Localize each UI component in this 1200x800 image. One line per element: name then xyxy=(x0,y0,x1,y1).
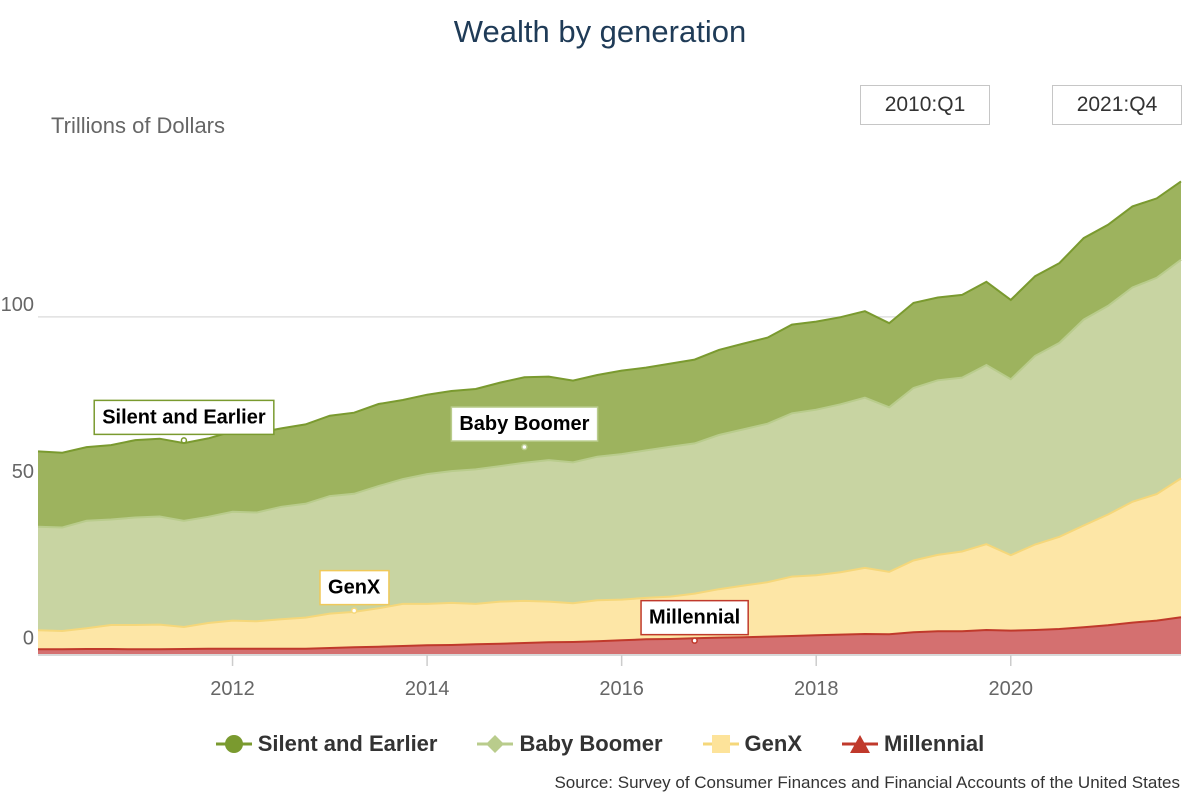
x-tick-label: 2012 xyxy=(210,678,255,700)
legend-item-millennial[interactable]: Millennial xyxy=(842,730,984,758)
annotation-label: Silent and Earlier xyxy=(102,406,266,428)
annotation-box xyxy=(640,599,749,636)
annotation-silent-and-earlier: Silent and Earlier xyxy=(93,399,275,444)
legend-item-genx[interactable]: GenX xyxy=(702,730,802,758)
annotation-point xyxy=(521,443,528,451)
area-millennial[interactable] xyxy=(38,617,1181,654)
annotation-box xyxy=(450,406,599,442)
legend: Silent and Earlier Baby Boomer GenX Mill… xyxy=(0,730,1200,758)
x-tick-label: 2014 xyxy=(405,678,450,700)
y-axis-label: Trillions of Dollars xyxy=(51,113,226,138)
area-chart: 2012 2014 2016 2018 2020 0 50 100 Silent and Ear… xyxy=(1,180,1182,700)
legend-item-boomer[interactable]: Baby Boomer xyxy=(477,730,663,758)
line-millennial xyxy=(38,616,1182,651)
annotation-point xyxy=(691,637,698,644)
legend-label-boomer: Baby Boomer xyxy=(519,731,663,756)
annotation-point xyxy=(350,607,358,614)
x-tick-label: 2016 xyxy=(599,678,644,700)
area-baby-boomer[interactable] xyxy=(38,259,1181,631)
y-tick-label: 100 xyxy=(1,294,34,316)
legend-item-silent[interactable]: Silent and Earlier xyxy=(215,730,438,758)
annotation-label: Millennial xyxy=(649,607,740,629)
x-tick-label: 2018 xyxy=(794,678,839,700)
range-start-input[interactable]: 2010:Q1 xyxy=(860,85,990,125)
annotation-label: GenX xyxy=(328,577,381,599)
line-baby-boomer xyxy=(37,258,1182,529)
x-tick-label: 2020 xyxy=(989,678,1034,700)
area-genx[interactable] xyxy=(38,478,1181,650)
annotation-genx: GenX xyxy=(319,569,390,614)
range-end-input[interactable]: 2021:Q4 xyxy=(1052,85,1182,125)
annotation-label: Baby Boomer xyxy=(459,413,589,435)
annotation-millennial: Millennial xyxy=(640,599,749,644)
line-genx xyxy=(37,477,1182,633)
y-tick-label: 50 xyxy=(12,461,34,483)
legend-label-silent: Silent and Earlier xyxy=(257,731,438,756)
diamond-marker-icon xyxy=(477,735,514,753)
legend-label-genx: GenX xyxy=(744,731,802,756)
chart-title: Wealth by generation xyxy=(453,14,747,49)
annotation-box xyxy=(93,399,275,436)
circle-marker-icon xyxy=(215,735,252,753)
source-text: Survey of Consumer Finances and Financia… xyxy=(617,773,1180,792)
square-marker-icon xyxy=(702,735,739,753)
annotation-point xyxy=(180,437,188,444)
y-tick-label: 0 xyxy=(23,628,34,650)
annotation-box xyxy=(319,569,390,606)
triangle-marker-icon xyxy=(842,735,878,753)
legend-label-millennial: Millennial xyxy=(884,731,985,756)
area-silent-and-earlier[interactable] xyxy=(38,181,1181,528)
annotation-baby-boomer: Baby Boomer xyxy=(450,406,599,451)
source-note: Source: Survey of Consumer Finances and … xyxy=(554,773,1180,792)
